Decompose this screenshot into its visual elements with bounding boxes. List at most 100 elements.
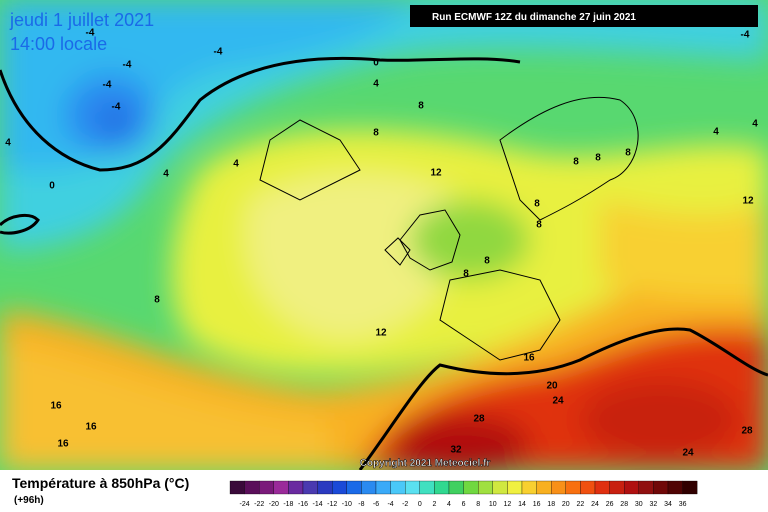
contour-label: -4 [741, 30, 750, 41]
legend-label: 4 [447, 501, 451, 508]
legend-swatch [565, 480, 581, 495]
contour-label: 4 [233, 159, 239, 170]
contour-label: -4 [123, 60, 132, 71]
contour-label: 0 [49, 181, 55, 192]
contour-label: 16 [57, 439, 69, 450]
legend-swatch [682, 480, 698, 495]
legend-label: -18 [283, 501, 293, 508]
legend-swatch [302, 480, 318, 495]
legend-swatch [653, 480, 669, 495]
legend-swatch [390, 480, 406, 495]
contour-label: -4 [214, 47, 223, 58]
legend-label: 2 [432, 501, 436, 508]
legend-label: 12 [504, 501, 512, 508]
legend-label: 26 [606, 501, 614, 508]
legend-swatch [507, 480, 523, 495]
contour-label: 20 [546, 381, 558, 392]
legend-swatch [405, 480, 420, 495]
legend-label: -4 [387, 501, 393, 508]
legend-label: 28 [620, 501, 628, 508]
legend-swatch [609, 480, 625, 495]
legend-label: 6 [462, 501, 466, 508]
legend-label: -12 [327, 501, 337, 508]
contour-label: 4 [752, 119, 758, 130]
legend-swatch [463, 480, 479, 495]
legend-swatch [492, 480, 508, 495]
contour-label: 4 [713, 127, 719, 138]
legend-label: 24 [591, 501, 599, 508]
legend-swatch [580, 480, 596, 495]
contour-label: 24 [682, 448, 694, 459]
legend-swatch [448, 480, 464, 495]
legend-label: 36 [679, 501, 687, 508]
legend-label: -6 [373, 501, 379, 508]
legend-swatch [521, 480, 537, 495]
legend-label: 34 [664, 501, 672, 508]
legend-label: -8 [358, 501, 364, 508]
legend-swatch [346, 480, 362, 495]
legend-swatch [244, 480, 260, 495]
contour-label: 8 [463, 269, 469, 280]
legend-swatch [667, 480, 683, 495]
legend-swatch [419, 480, 435, 495]
legend-label: -14 [313, 501, 323, 508]
legend-swatch [624, 480, 639, 495]
legend-label: 8 [476, 501, 480, 508]
contour-label: 8 [484, 256, 490, 267]
legend-label: 14 [518, 501, 526, 508]
legend-swatch [273, 480, 289, 495]
contour-label: 8 [573, 157, 579, 168]
copyright: Copyright 2021 Meteociel.fr [360, 458, 491, 469]
legend-label: 16 [533, 501, 541, 508]
legend-label: -24 [240, 501, 250, 508]
contour-label: 8 [373, 128, 379, 139]
legend-label: -2 [402, 501, 408, 508]
legend-swatch [332, 480, 347, 495]
temperature-field [0, 0, 768, 470]
legend-label: 32 [650, 501, 658, 508]
contour-label: 0 [373, 58, 379, 69]
contour-label: 24 [552, 396, 564, 407]
legend-swatch [361, 480, 377, 495]
field-title: Température à 850hPa (°C) [12, 475, 189, 491]
legend-label: -20 [269, 501, 279, 508]
legend-label: -10 [342, 501, 352, 508]
forecast-time: 14:00 locale [10, 34, 107, 54]
forecast-date: jeudi 1 juillet 2021 [9, 10, 154, 30]
legend-label: 0 [418, 501, 422, 508]
contour-label: 12 [430, 168, 442, 179]
legend-label: 30 [635, 501, 643, 508]
color-legend: -24 -22 -20 -18 -16 -14 -12 -10 -8 -6 -4 -2 0 2 4 6 8 10 1… [229, 480, 698, 508]
contour-label: 8 [154, 295, 160, 306]
contour-label: -4 [112, 102, 121, 113]
run-banner [410, 5, 758, 27]
legend-swatch [288, 480, 304, 495]
legend-swatch [259, 480, 274, 495]
legend-label: -16 [298, 501, 308, 508]
run-info: Run ECMWF 12Z du dimanche 27 juin 2021 [432, 12, 636, 23]
contour-label: -4 [103, 80, 112, 91]
contour-label: 8 [534, 199, 540, 210]
legend-swatch [375, 480, 391, 495]
legend-swatch [317, 480, 333, 495]
contour-label: 28 [741, 426, 753, 437]
contour-label: 32 [450, 445, 462, 456]
contour-label: 8 [625, 148, 631, 159]
legend-swatch [434, 480, 450, 495]
contour-label: -4 [86, 28, 95, 39]
contour-label: 8 [595, 153, 601, 164]
contour-label: 28 [473, 414, 485, 425]
contour-label: 4 [373, 79, 379, 90]
legend-swatch [229, 480, 245, 495]
contour-label: 8 [418, 101, 424, 112]
contour-label: 16 [85, 422, 97, 433]
legend-swatch [638, 480, 654, 495]
legend-swatch [536, 480, 552, 495]
legend-label: 20 [562, 501, 570, 508]
legend-label: 18 [547, 501, 555, 508]
legend-label: 10 [489, 501, 497, 508]
lead-time: (+96h) [14, 495, 44, 506]
contour-label: 4 [5, 138, 11, 149]
